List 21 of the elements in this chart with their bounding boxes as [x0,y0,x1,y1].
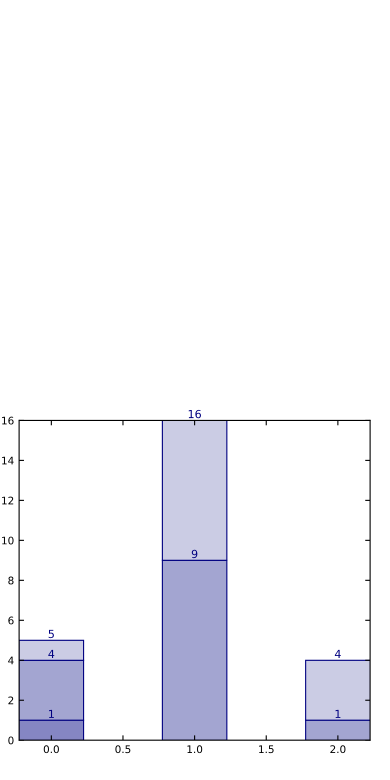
annotation: 1 [49,710,54,718]
y-tick-label: 4 [8,656,14,664]
x-tick-label: 0.5 [115,745,130,754]
annotation: 4 [48,650,54,658]
y-tick-label: 2 [8,696,14,704]
annotation: 1 [336,710,340,718]
y-tick-label: 16 [2,416,14,425]
y-tick-label: 10 [2,536,14,544]
annotation: 16 [188,410,201,418]
x-tick-label: 2.0 [330,745,346,754]
annotation: 5 [48,630,54,638]
y-tick-label: 12 [2,496,14,504]
y-tick-label: 6 [8,616,14,624]
y-tick-label: 14 [2,456,14,464]
annotation: 9 [192,550,198,558]
x-tick-label: 0.0 [44,745,59,754]
y-tick-label: 0 [8,736,14,744]
y-tick-label: 8 [8,576,14,584]
annotation: 4 [334,650,341,658]
x-tick-label: 1.5 [259,745,274,754]
x-tick-label: 1.0 [187,745,202,754]
